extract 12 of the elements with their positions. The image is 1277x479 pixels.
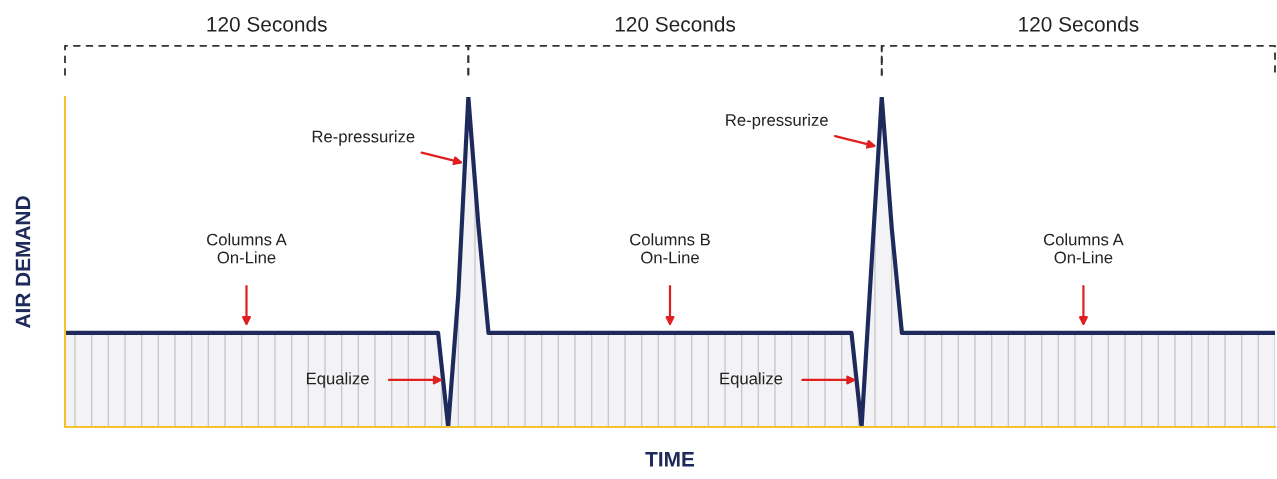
annotation: Equalize	[720, 372, 783, 388]
annotation: Columns A On-Line	[207, 233, 287, 264]
annotation: Re-pressurize	[726, 113, 828, 130]
annotation: Re-pressurize	[312, 130, 415, 146]
annotation: Columns A On-Line	[1043, 233, 1124, 264]
x-axis-title: TIME	[645, 452, 695, 467]
text: 120 Seconds	[1019, 16, 1139, 32]
y-axis-title: AIR DEMAND	[15, 196, 31, 329]
text: 120 Seconds	[615, 16, 736, 32]
annotation: Equalize	[306, 372, 369, 388]
text: 120 Seconds	[207, 16, 327, 32]
annotation: Columns B On-Line	[630, 233, 710, 264]
